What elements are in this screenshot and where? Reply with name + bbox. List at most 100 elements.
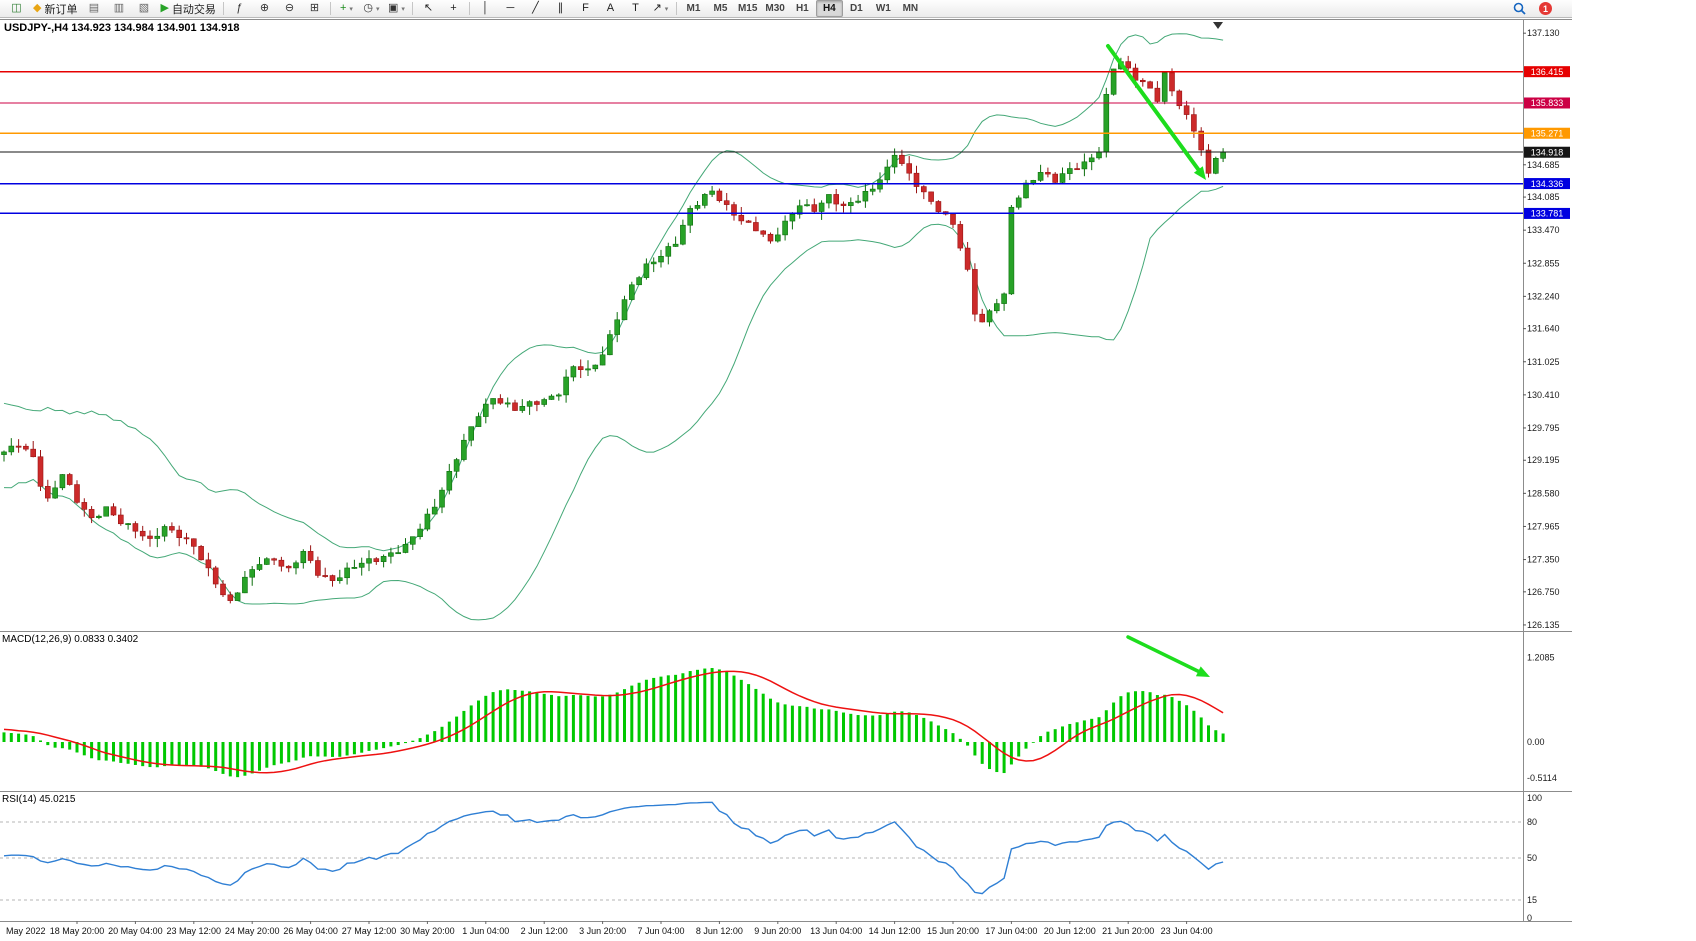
svg-text:136.415: 136.415 [1531, 67, 1564, 77]
toolbar: ◫ ◆ 新订单 ▤ ▥ ▧ ▶ 自动交易 ƒ ⊕ ⊖ ⊞ + ▾ ◷ ▾ ▣ ▾ ↖ + │ ─ ╱ ∥ F A T ↗ ▾ M1 M5 M… [0, 0, 1572, 18]
svg-text:14 Jun 12:00: 14 Jun 12:00 [869, 926, 921, 936]
period-m1-button[interactable]: M1 [686, 3, 701, 14]
svg-text:24 May 20:00: 24 May 20:00 [225, 926, 280, 936]
fibonacci-icon: F [582, 2, 589, 14]
svg-text:17 Jun 04:00: 17 Jun 04:00 [985, 926, 1037, 936]
indicator-list-button[interactable]: ƒ [227, 0, 252, 17]
navigator-button[interactable]: ▧ [131, 0, 156, 17]
new-order-button[interactable]: ◆ 新订单 [29, 0, 81, 17]
trend-arrow-annotations[interactable] [1106, 44, 1210, 677]
svg-text:15 Jun 20:00: 15 Jun 20:00 [927, 926, 979, 936]
svg-text:130.410: 130.410 [1527, 390, 1560, 400]
period-h1-button[interactable]: H1 [795, 3, 809, 14]
period-m30-button[interactable]: M30 [765, 3, 785, 14]
horizontal-line-button[interactable]: ─ [498, 0, 523, 17]
search-button[interactable] [1507, 0, 1532, 17]
svg-text:133.781: 133.781 [1531, 209, 1564, 219]
crosshair-button[interactable]: + [441, 0, 466, 17]
svg-text:20 May 04:00: 20 May 04:00 [108, 926, 163, 936]
svg-text:-0.5114: -0.5114 [1527, 773, 1557, 783]
toolbar-divider [222, 2, 224, 15]
svg-text:129.795: 129.795 [1527, 423, 1560, 433]
panel-separators[interactable] [0, 19, 1572, 923]
tile-windows-button[interactable]: ⊞ [302, 0, 327, 17]
indicator-axes[interactable]: 1.2085 0.00 -0.5114 100 80 50 15 0 [1527, 652, 1557, 923]
zoom-in-icon: ⊕ [259, 2, 270, 14]
data-window-button[interactable]: ▥ [106, 0, 131, 17]
svg-text:1.2085: 1.2085 [1527, 652, 1555, 662]
market-watch-button[interactable]: ▤ [81, 0, 106, 17]
text-icon: A [606, 2, 615, 14]
notification-badge[interactable]: 1 [1539, 2, 1552, 15]
period-w1-button[interactable]: W1 [875, 3, 891, 14]
text-label-icon: T [632, 2, 639, 14]
trendline-button[interactable]: ╱ [523, 0, 548, 17]
svg-text:134.685: 134.685 [1527, 160, 1560, 170]
svg-text:3 Jun 20:00: 3 Jun 20:00 [579, 926, 626, 936]
tile-windows-icon: ⊞ [309, 2, 320, 14]
arrows-tool-button[interactable]: ↗ ▾ [648, 0, 673, 17]
horizontal-lines-layer[interactable] [0, 70, 1523, 215]
svg-text:128.580: 128.580 [1527, 488, 1560, 498]
svg-text:23 Jun 04:00: 23 Jun 04:00 [1161, 926, 1213, 936]
zoom-out-button[interactable]: ⊖ [277, 0, 302, 17]
chart-template-button[interactable]: ▣ ▾ [384, 0, 409, 17]
chart-area[interactable]: 137.130 134.685 134.085 133.470 132.855 132.2… [0, 19, 1572, 941]
fibonacci-button[interactable]: F [573, 0, 598, 17]
svg-text:134.918: 134.918 [1531, 147, 1564, 157]
svg-text:23 May 12:00: 23 May 12:00 [167, 926, 222, 936]
cursor-button[interactable]: ↖ [416, 0, 441, 17]
price-axis[interactable]: 137.130 134.685 134.085 133.470 132.855 132.2… [1523, 28, 1560, 630]
dropdown-caret-icon: ▾ [349, 5, 353, 13]
period-selector-button[interactable]: ◷ ▾ [359, 0, 384, 17]
svg-text:0: 0 [1527, 913, 1532, 923]
zoom-in-button[interactable]: ⊕ [252, 0, 277, 17]
period-d1-button[interactable]: D1 [849, 3, 863, 14]
toolbar-divider [329, 2, 331, 15]
macd-histogram-layer [2, 668, 1225, 778]
svg-text:126.135: 126.135 [1527, 620, 1560, 630]
channel-button[interactable]: ∥ [548, 0, 573, 17]
svg-text:100: 100 [1527, 793, 1542, 803]
svg-text:131.025: 131.025 [1527, 357, 1560, 367]
market-watch-icon: ▤ [88, 2, 100, 14]
text-label-button[interactable]: T [623, 0, 648, 17]
text-button[interactable]: A [598, 0, 623, 17]
svg-text:80: 80 [1527, 817, 1537, 827]
svg-text:134.085: 134.085 [1527, 192, 1560, 202]
chart-shift-marker[interactable] [1213, 22, 1223, 29]
horizontal-line-icon: ─ [506, 2, 515, 14]
price-chart-canvas[interactable]: 137.130 134.685 134.085 133.470 132.855 132.2… [0, 19, 1572, 941]
new-chart-button[interactable]: ◫ [4, 0, 29, 17]
candles-layer [1, 55, 1226, 604]
toolbar-buttons: ◫ ◆ 新订单 ▤ ▥ ▧ ▶ 自动交易 ƒ ⊕ ⊖ ⊞ + ▾ ◷ ▾ ▣ ▾ ↖ + │ ─ ╱ ∥ F A T ↗ ▾ [4, 0, 680, 17]
price-badges: 136.415 135.833 135.271 134.918 134.336 133.7… [1524, 66, 1570, 219]
cursor-icon: ↖ [423, 2, 434, 14]
period-h4-button[interactable]: H4 [815, 0, 843, 17]
period-m5-button[interactable]: M5 [713, 3, 728, 14]
trendline-icon: ╱ [532, 2, 539, 14]
time-axis[interactable]: May 2022 18 May 20:00 20 May 04:00 23 May 1… [6, 921, 1213, 936]
new-object-button[interactable]: + ▾ [334, 0, 359, 17]
svg-text:20 Jun 12:00: 20 Jun 12:00 [1044, 926, 1096, 936]
period-buttons: M1 M5 M15 M30 H1 H4 D1 W1 MN [680, 0, 924, 17]
period-mn-button[interactable]: MN [902, 3, 919, 14]
svg-text:126.750: 126.750 [1527, 587, 1560, 597]
svg-text:134.336: 134.336 [1531, 179, 1564, 189]
rsi-levels [0, 821, 1523, 901]
new-order-label: 新订单 [44, 3, 78, 16]
dropdown-caret-icon: ▾ [375, 5, 380, 13]
new-object-icon: + [339, 2, 347, 14]
svg-text:7 Jun 04:00: 7 Jun 04:00 [637, 926, 684, 936]
vertical-line-button[interactable]: │ [473, 0, 498, 17]
chart-template-icon: ▣ [387, 2, 399, 14]
period-m15-button[interactable]: M15 [737, 3, 758, 14]
svg-text:132.855: 132.855 [1527, 258, 1560, 268]
svg-text:127.350: 127.350 [1527, 555, 1560, 565]
svg-text:27 May 12:00: 27 May 12:00 [342, 926, 397, 936]
toolbar-right: 1 [1507, 0, 1568, 17]
autotrading-button[interactable]: ▶ 自动交易 [156, 0, 219, 17]
indicator-list-icon: ƒ [236, 2, 243, 14]
svg-text:133.470: 133.470 [1527, 225, 1560, 235]
new-order-icon: ◆ [33, 2, 42, 14]
